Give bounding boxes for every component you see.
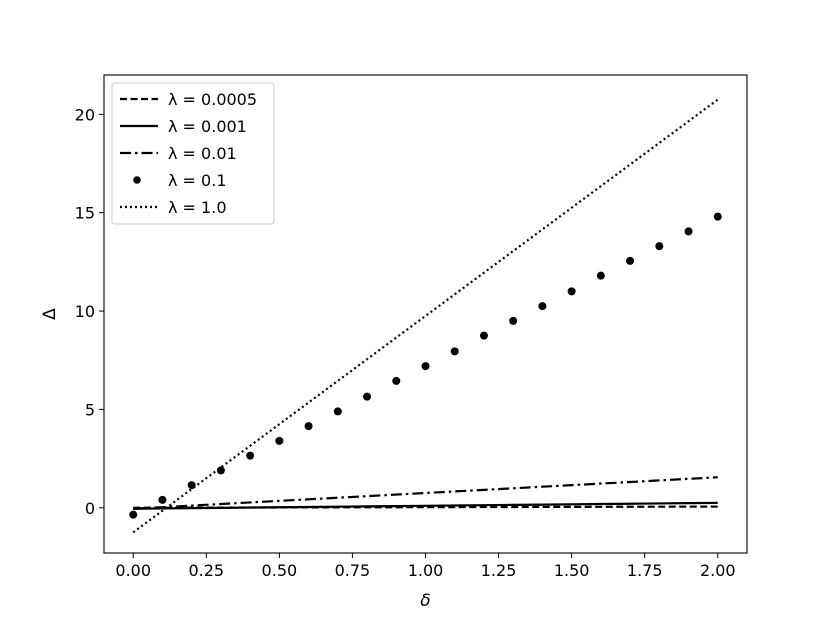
legend-box xyxy=(111,82,275,225)
series-1-line xyxy=(133,501,718,510)
series-3-point xyxy=(567,287,576,296)
legend-entry: λ = 1.0 xyxy=(120,198,227,217)
y-tick-label: 10 xyxy=(75,302,95,321)
series-3-point xyxy=(275,436,284,445)
series-3-point xyxy=(596,271,605,280)
x-tick-label: 1.75 xyxy=(627,561,663,580)
x-tick-label: 0.50 xyxy=(262,561,298,580)
x-tick-label: 0.00 xyxy=(115,561,151,580)
legend-swatch xyxy=(133,176,141,184)
x-tick-label: 2.00 xyxy=(700,561,736,580)
series-3-point xyxy=(129,510,138,519)
legend-label: λ = 0.001 xyxy=(168,117,247,136)
series-layer xyxy=(129,98,722,534)
legend-label: λ = 0.1 xyxy=(168,171,227,190)
legend-label: λ = 1.0 xyxy=(168,198,227,217)
series-3-point xyxy=(246,451,255,460)
series-3-point xyxy=(655,242,664,251)
legend: λ = 0.0005 λ = 0.001 λ = 0.01 λ = 0.1 λ = 1.… xyxy=(111,82,275,225)
y-tick-label: 5 xyxy=(85,400,95,419)
x-axis-label: δ xyxy=(420,591,430,611)
series-3-point xyxy=(479,331,488,340)
series-3-point xyxy=(304,422,313,431)
axes-layer: 0.00 0.25 0.50 0.75 1.00 1.25 1.50 1.75 2.00 0 5 10… xyxy=(40,74,748,611)
legend-entry: λ = 0.1 xyxy=(133,171,227,190)
legend-entry: λ = 0.01 xyxy=(120,144,237,163)
x-tick-label: 0.75 xyxy=(335,561,371,580)
x-tick-label: 1.50 xyxy=(554,561,590,580)
series-3-point xyxy=(450,347,459,356)
series-3-points xyxy=(129,212,722,519)
y-tick-label: 15 xyxy=(75,204,95,223)
series-3-point xyxy=(538,302,547,311)
series-3-point xyxy=(421,362,430,371)
series-3-point xyxy=(158,495,167,504)
y-axis-label: Δ xyxy=(40,308,60,320)
series-3-point xyxy=(333,407,342,416)
series-3-point xyxy=(509,316,518,325)
legend-label: λ = 0.01 xyxy=(168,144,237,163)
legend-label: λ = 0.0005 xyxy=(168,90,257,109)
y-tick-label: 20 xyxy=(75,105,95,124)
x-tick-label: 1.00 xyxy=(408,561,444,580)
y-tick-label: 0 xyxy=(85,499,95,518)
series-3-point xyxy=(684,227,693,236)
legend-entry: λ = 0.001 xyxy=(120,117,247,136)
series-3-point xyxy=(363,392,372,401)
x-tick-label: 1.25 xyxy=(481,561,517,580)
series-4-line xyxy=(132,98,719,534)
series-3-point xyxy=(713,212,722,221)
series-3-point xyxy=(392,376,401,385)
series-3-point xyxy=(626,256,635,265)
x-tick-label: 0.25 xyxy=(188,561,224,580)
legend-entry: λ = 0.0005 xyxy=(120,90,257,109)
